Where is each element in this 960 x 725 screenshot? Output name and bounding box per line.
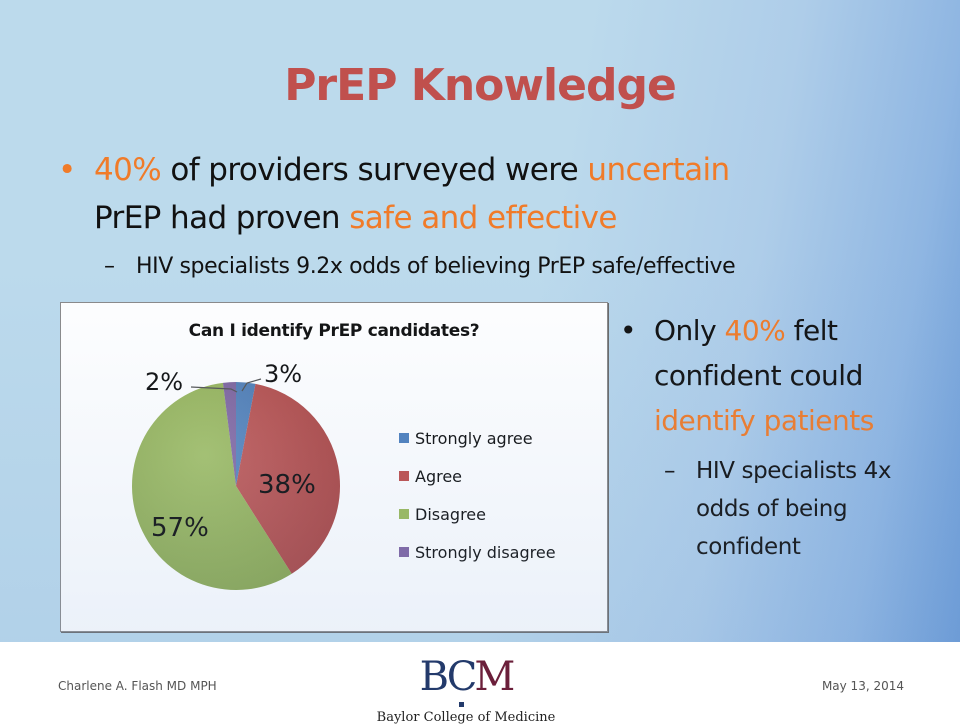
sub-bullet-hiv-specialists-4x: – HIV specialists 4x odds of being confid…: [664, 452, 954, 566]
legend-item-strongly-disagree: Strongly disagree: [399, 533, 556, 571]
logo-square-icon: [459, 702, 464, 707]
pie-svg: 2% 3% 38% 57%: [132, 360, 341, 590]
legend-label: Strongly disagree: [415, 542, 556, 562]
sub-bullet-hiv-specialists-9x: – HIV specialists 9.2x odds of believing …: [104, 254, 736, 279]
label-strongly-disagree: 2%: [145, 368, 183, 396]
legend-item-disagree: Disagree: [399, 495, 556, 533]
bullet-providers-uncertain: • 40% of providers surveyed were uncertai…: [58, 146, 878, 242]
bullet-text: confident could: [654, 359, 863, 392]
pie-chart: Can I identify PrEP candidates? 2% 3% 38…: [60, 302, 608, 632]
legend-item-strongly-agree: Strongly agree: [399, 419, 556, 457]
bullet-marker: •: [620, 314, 637, 347]
chart-legend: Strongly agree Agree Disagree Strongly d…: [399, 419, 556, 571]
presentation-date: May 13, 2014: [821, 679, 904, 693]
legend-swatch-blue: [399, 433, 409, 443]
footer: Charlene A. Flash MD MPH BCM Baylor Coll…: [0, 642, 960, 725]
bullet-marker: •: [58, 152, 76, 188]
highlight-safe-effective: safe and effective: [349, 200, 617, 236]
highlight-40-percent: 40%: [94, 152, 162, 188]
legend-label: Agree: [415, 466, 463, 486]
label-disagree: 57%: [151, 513, 209, 543]
bullet-confident-identify: • Only 40% felt confident could identify …: [620, 308, 950, 443]
label-strongly-agree: 3%: [264, 360, 302, 388]
bullet-text: Only: [654, 314, 725, 347]
chart-title: Can I identify PrEP candidates?: [188, 321, 480, 341]
legend-label: Disagree: [415, 504, 486, 524]
slide-title: PrEP Knowledge: [284, 60, 677, 111]
bullet-text: PrEP had proven: [94, 200, 350, 236]
presenter-name: Charlene A. Flash MD MPH: [58, 679, 217, 693]
bcm-logo: BCM Baylor College of Medicine: [376, 656, 556, 725]
legend-swatch-red: [399, 471, 409, 481]
sub-bullet-text: HIV specialists 4x: [696, 458, 892, 484]
pie-shading: [132, 382, 340, 590]
logo-mark: BCM: [376, 656, 556, 698]
dash-marker: –: [104, 254, 115, 279]
logo-letter-m: M: [474, 654, 515, 700]
highlight-uncertain: uncertain: [587, 152, 730, 188]
legend-swatch-purple: [399, 547, 409, 557]
dash-marker: –: [664, 458, 676, 484]
logo-letter-b: B: [419, 654, 450, 700]
leader-line-3pct: [241, 378, 262, 392]
legend-label: Strongly agree: [415, 428, 533, 448]
legend-item-agree: Agree: [399, 457, 556, 495]
sub-bullet-text: HIV specialists 9.2x odds of believing P…: [136, 254, 736, 279]
highlight-40-percent: 40%: [724, 314, 786, 347]
bullet-text: of providers surveyed were: [161, 152, 588, 188]
sub-bullet-text: odds of being: [696, 496, 848, 522]
label-agree: 38%: [258, 470, 316, 500]
institution-name: Baylor College of Medicine: [376, 710, 556, 725]
sub-bullet-text: confident: [696, 534, 801, 560]
logo-letter-c: C: [446, 654, 478, 700]
highlight-identify-patients: identify patients: [654, 404, 874, 437]
bullet-text: felt: [785, 314, 838, 347]
leader-line-2pct: [190, 386, 238, 393]
slide: PrEP Knowledge • 40% of providers surveye…: [0, 0, 960, 642]
legend-swatch-green: [399, 509, 409, 519]
